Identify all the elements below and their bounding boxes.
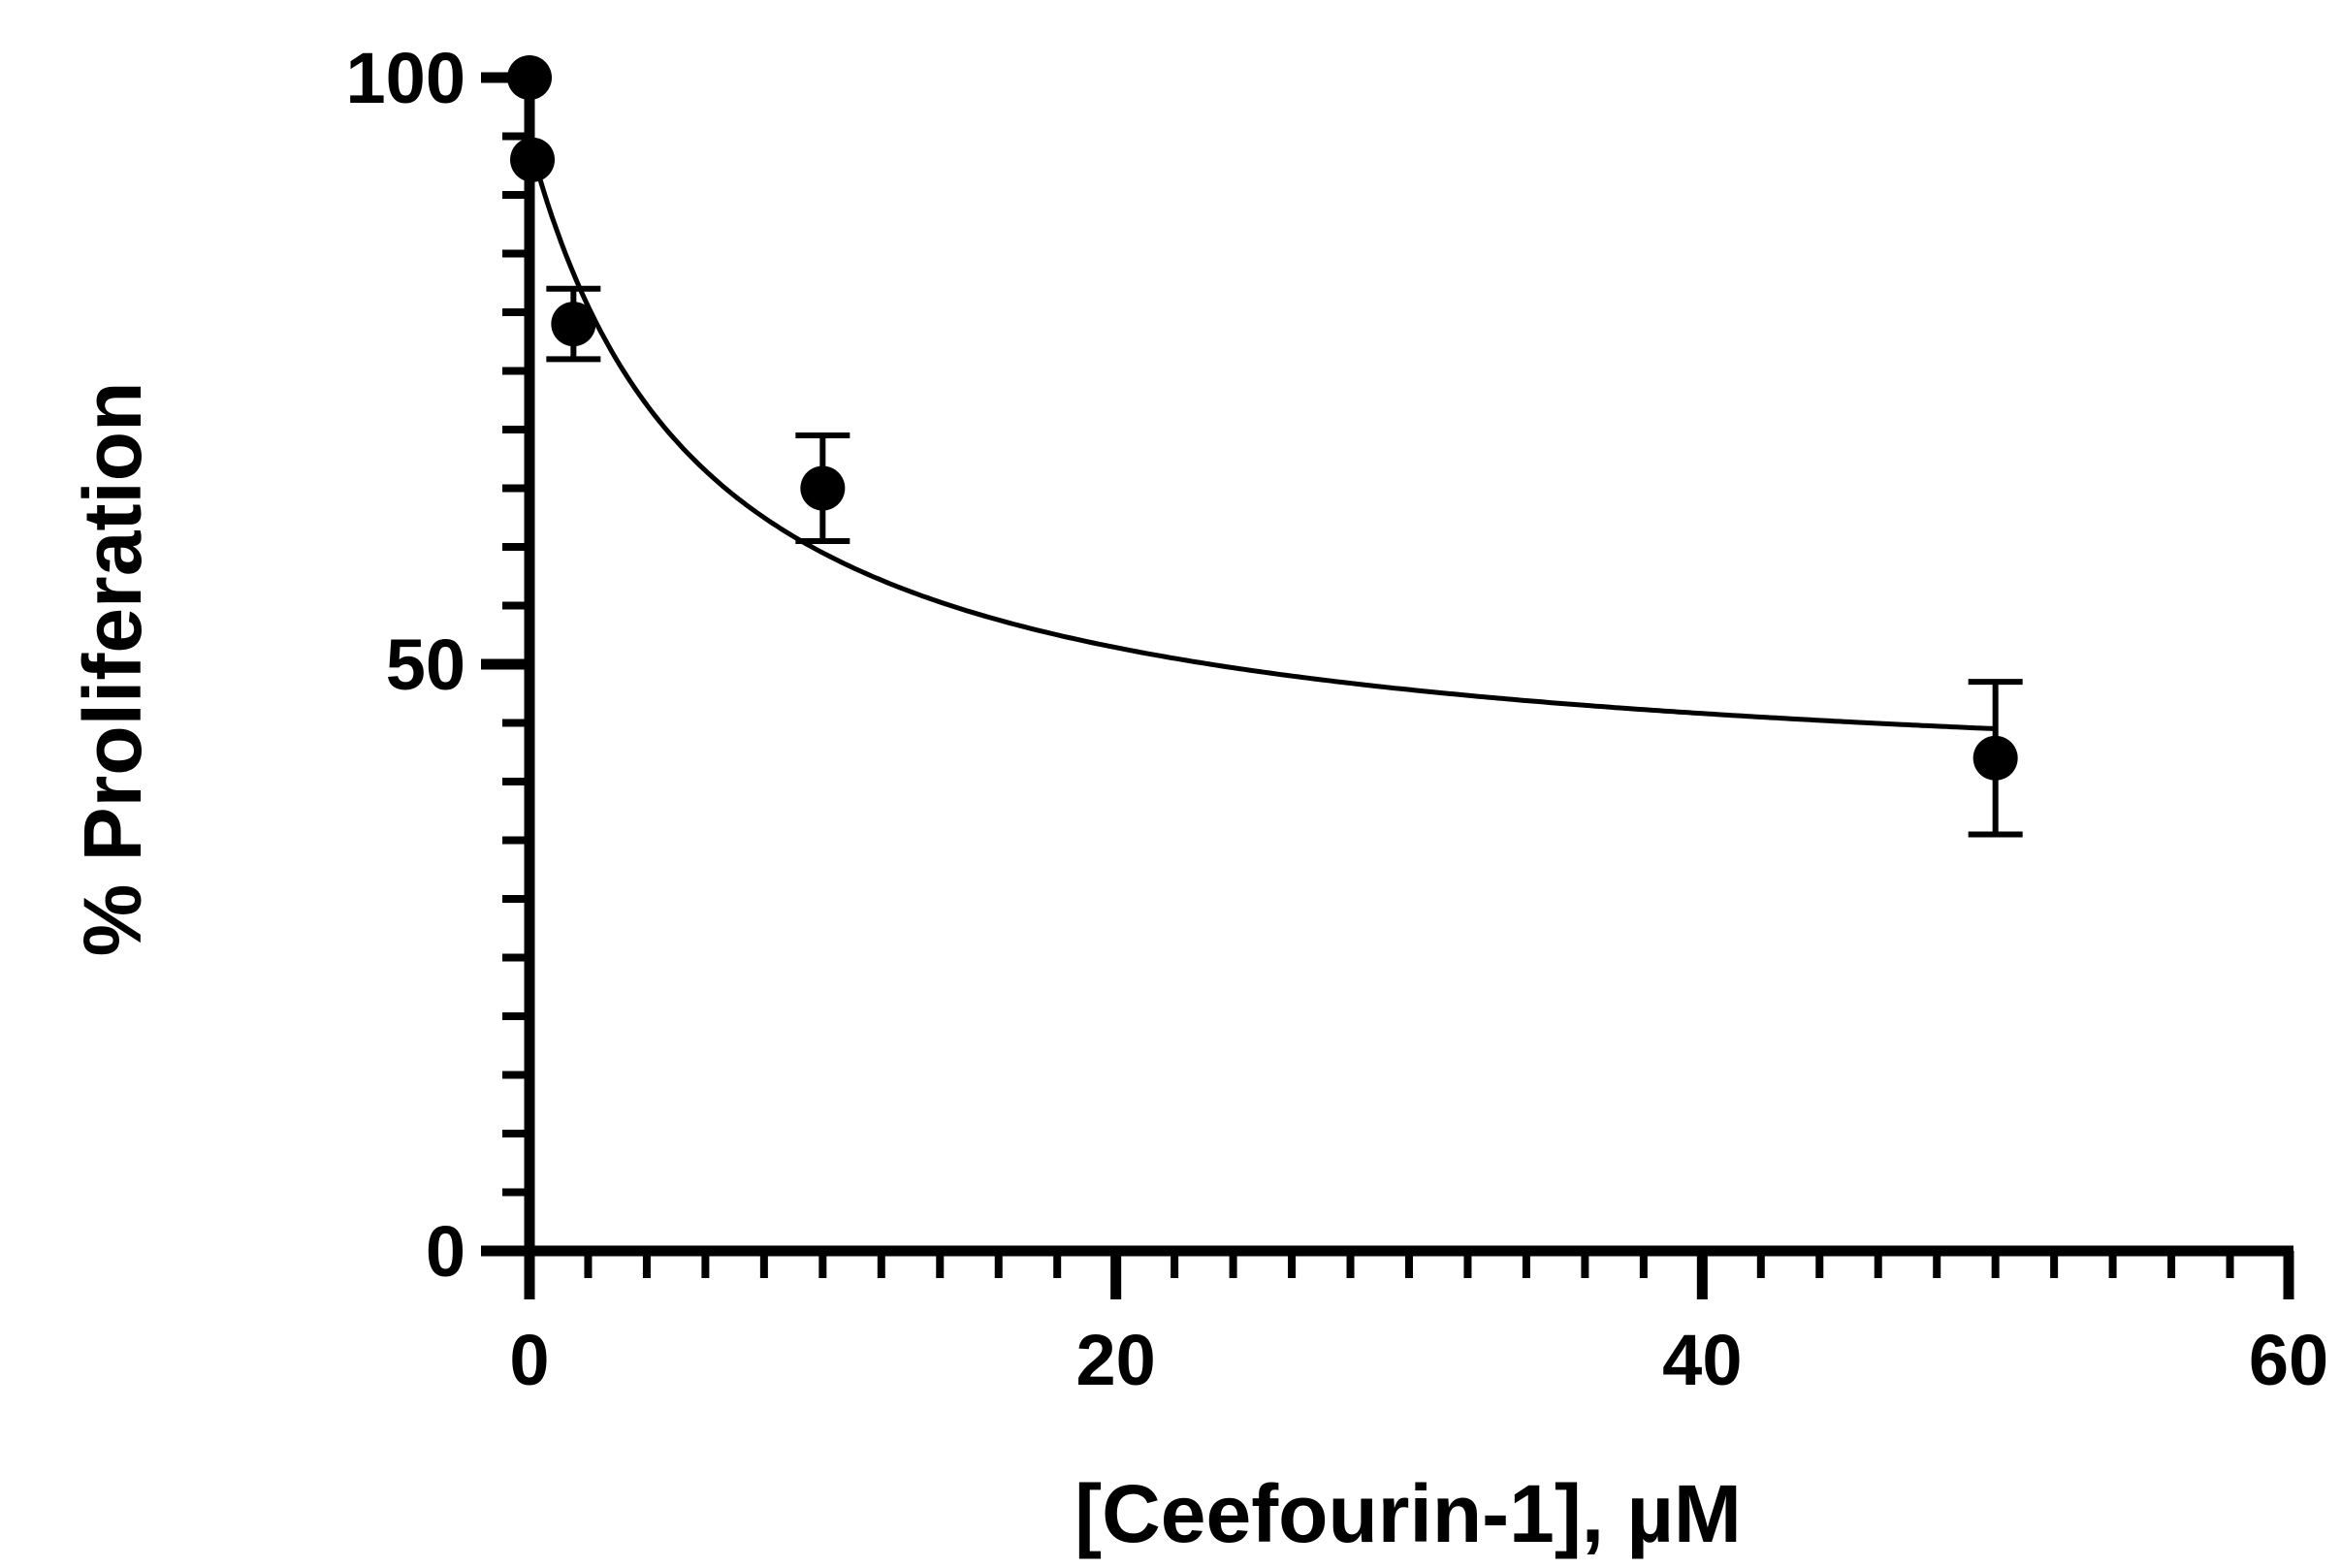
y-tick-label: 100 [346,38,465,118]
data-points-layer [507,55,2023,838]
axes: 0 50 100 0 20 40 60 [346,38,2329,1400]
y-axis-title: % Proliferation [67,382,158,957]
x-axis-title: [Ceefourin-1], µM [1074,1468,1742,1559]
fit-curve-layer [529,152,1996,731]
y-tick-label: 50 [386,624,465,705]
data-point [510,137,556,182]
data-point [800,465,846,511]
x-tick-label: 60 [2249,1320,2328,1400]
data-point [551,302,596,347]
data-point [507,55,552,100]
data-point [1972,735,2018,781]
x-tick-label: 20 [1076,1320,1156,1400]
x-tick-label: 40 [1662,1320,1742,1400]
x-tick-label: 0 [509,1320,549,1400]
fit-curve [529,152,1996,731]
y-tick-label: 0 [426,1211,465,1292]
